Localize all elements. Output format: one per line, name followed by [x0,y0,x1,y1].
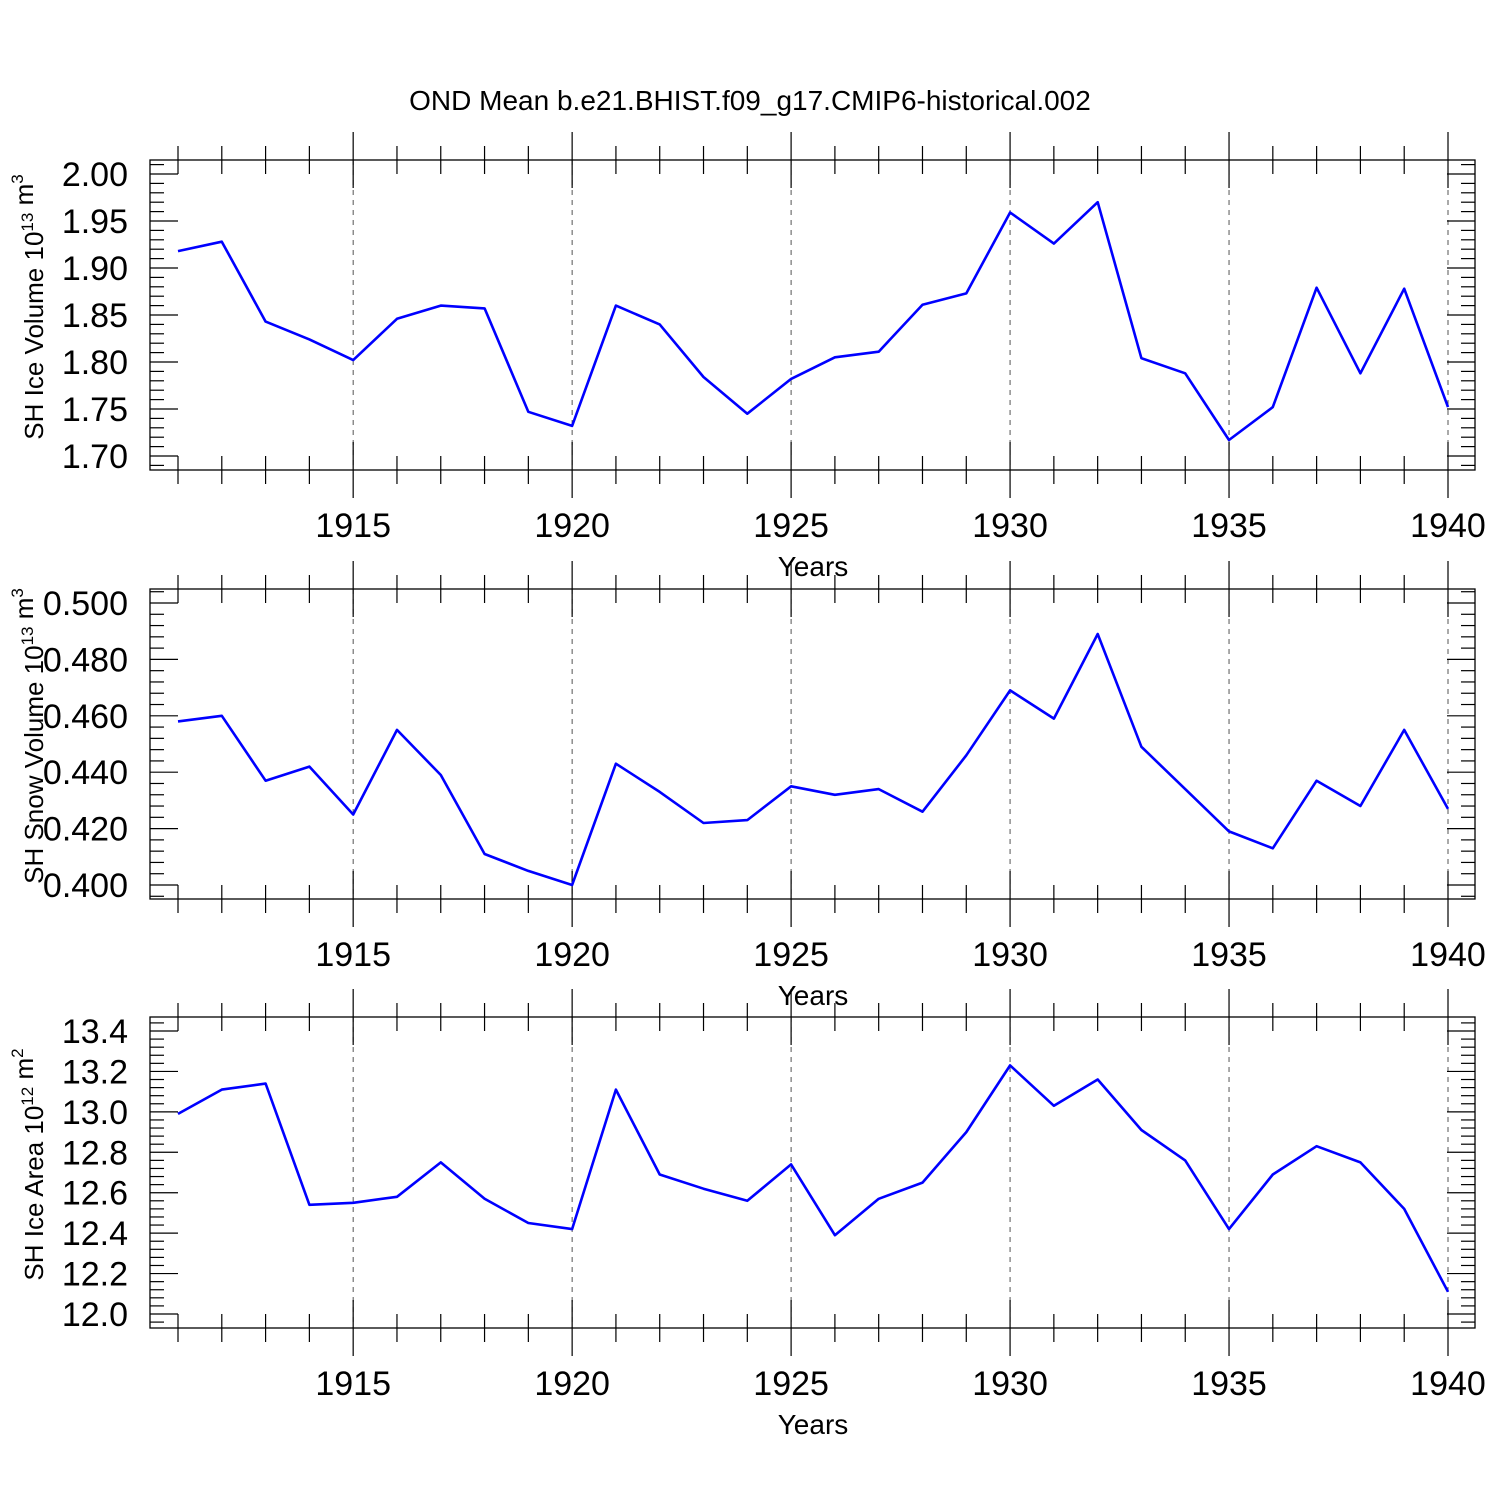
y-tick-label: 1.90 [62,250,128,288]
y-label-superscript: 3 [8,174,27,183]
y-tick-label: 1.95 [62,203,128,241]
x-tick-label: 1940 [1410,1365,1486,1403]
y-label-text: SH Snow Volume 10 [19,645,49,883]
y-tick-label: 0.440 [43,754,128,792]
y-label-superscript: 2 [8,1048,27,1057]
y-label-text: SH Ice Volume 10 [19,232,49,440]
y-tick-label: 2.00 [62,156,128,194]
series-line [177,1064,1450,1293]
x-tick-label: 1930 [972,936,1048,974]
y-label-text: m [9,1058,39,1087]
y-tick-label: 13.4 [62,1013,128,1051]
x-axis-label: Years [778,1409,849,1440]
x-tick-label: 1930 [972,507,1048,545]
x-tick-label: 1940 [1410,507,1486,545]
x-tick-label: 1915 [315,507,391,545]
panel-3: 12.012.212.412.612.813.013.213.4 1915 1920… [8,989,1486,1440]
x-tick-label: 1930 [972,1365,1048,1403]
y-axis-label: SH Ice Volume 1013 m3 [8,174,49,439]
chart-title: OND Mean b.e21.BHIST.f09_g17.CMIP6-histo… [409,85,1091,116]
y-label-superscript: 13 [18,213,37,232]
plot-frame [149,159,1476,471]
y-label-text: m [9,598,39,627]
y-tick-label: 12.0 [62,1296,128,1334]
y-label-text: m [9,184,39,213]
y-tick-label: 13.0 [62,1094,128,1132]
chart-panels: 1.70 1.75 1.80 1.85 1.90 1.95 2.00 1915 1920 1925… [8,132,1486,1440]
y-label-text: SH Ice Area 10 [19,1106,49,1281]
series-line [177,200,1450,442]
y-tick-label: 0.480 [43,641,128,679]
y-axis-label: SH Snow Volume 1013 m3 [8,588,49,884]
x-tick-label: 1915 [315,936,391,974]
y-tick-label: 12.8 [62,1134,128,1172]
y-tick-label: 1.75 [62,391,128,429]
y-tick-label: 12.2 [62,1256,128,1294]
x-tick-label: 1935 [1191,1365,1267,1403]
x-tick-label: 1925 [753,936,829,974]
x-tick-label: 1935 [1191,507,1267,545]
y-tick-label: 13.2 [62,1053,128,1091]
y-tick-label: 12.4 [62,1215,128,1253]
x-tick-label: 1920 [534,936,610,974]
y-tick-label: 0.500 [43,585,128,623]
x-axis-label: Years [778,980,849,1011]
panel-1: 1.70 1.75 1.80 1.85 1.90 1.95 2.00 1915 1920 1925… [8,132,1486,582]
x-tick-label: 1915 [315,1365,391,1403]
y-tick-label: 1.80 [62,344,128,382]
y-tick-label: 0.460 [43,698,128,736]
y-tick-label: 1.85 [62,297,128,335]
x-tick-label: 1920 [534,1365,610,1403]
x-tick-label: 1935 [1191,936,1267,974]
y-label-superscript: 3 [8,588,27,597]
panel-2: 0.400 0.420 0.440 0.460 0.480 0.500 1915 1920 19… [8,561,1486,1011]
y-tick-label: 0.420 [43,811,128,849]
y-label-superscript: 12 [18,1087,37,1106]
plot-frame [149,588,1476,900]
y-label-superscript: 13 [18,626,37,645]
x-tick-label: 1925 [753,1365,829,1403]
x-tick-label: 1940 [1410,936,1486,974]
series-line [177,632,1450,887]
plot-frame [149,1016,1476,1329]
y-tick-label: 0.400 [43,867,128,905]
y-axis-label: SH Ice Area 1012 m2 [8,1048,49,1280]
y-tick-label: 1.70 [62,438,128,476]
x-tick-label: 1920 [534,507,610,545]
x-axis-label: Years [778,551,849,582]
x-tick-label: 1925 [753,507,829,545]
y-tick-label: 12.6 [62,1175,128,1213]
